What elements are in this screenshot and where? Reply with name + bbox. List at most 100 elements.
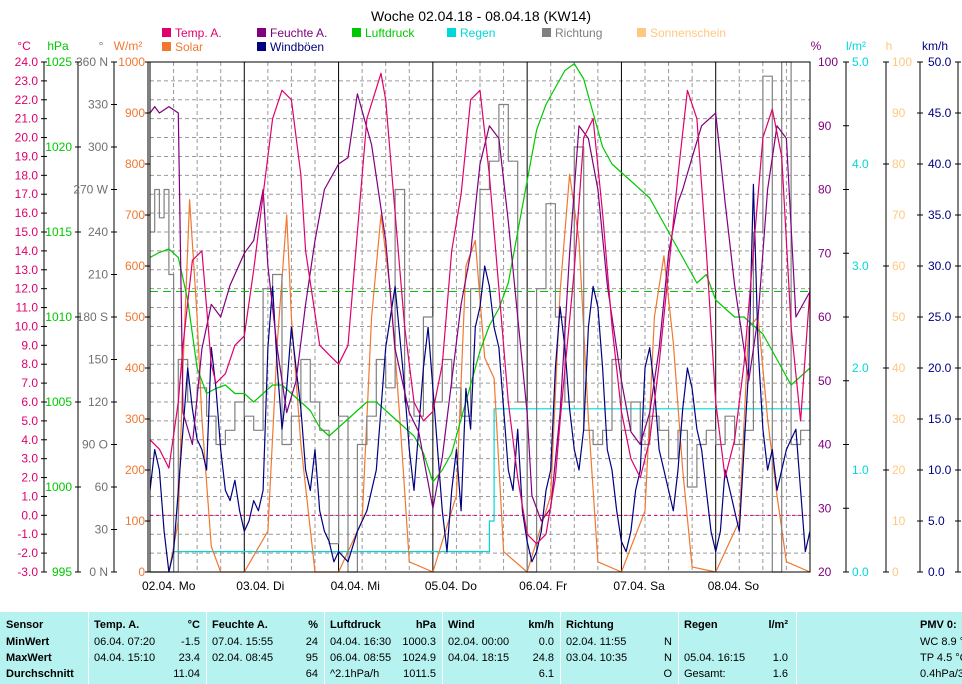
- axis-tick-label: 240: [88, 225, 108, 239]
- pmv-line-3: 0.4hPa/3: [920, 668, 962, 680]
- wind-avg-value: 6.1: [538, 668, 554, 680]
- axis-tick-label: 1010: [45, 310, 72, 324]
- rain-total-label: Gesamt:: [684, 668, 726, 680]
- axis-tick-label: 5.0: [21, 414, 38, 428]
- axis-tick-label: 1020: [45, 140, 72, 154]
- axis-tick-label: 100: [125, 514, 145, 528]
- axis-tick-label: 1000: [118, 55, 145, 69]
- axis-tick-label: 40: [892, 361, 906, 375]
- header-pressure-unit: hPa: [415, 619, 436, 631]
- series-line-richtung: [150, 61, 811, 573]
- axis-tick-label: 0.0: [928, 565, 945, 579]
- header-temp: Temp. A.: [94, 619, 140, 631]
- axis-tick-label: 70: [818, 246, 832, 260]
- column-divider: [796, 612, 797, 684]
- pressure-trend: ^2.1hPa/h: [330, 668, 380, 680]
- humidity-min-value: 24: [305, 636, 318, 648]
- temp-max-value: 23.4: [178, 652, 200, 664]
- legend-label: Feuchte A.: [270, 26, 327, 40]
- header-wind: Wind: [448, 619, 475, 631]
- axis-tick-label: 30: [818, 501, 832, 515]
- axis-tick-label: 1015: [45, 225, 72, 239]
- axis-tick-label: 60: [95, 480, 109, 494]
- axis-tick-label: 1000: [45, 480, 72, 494]
- axis-tick-label: 2.0: [852, 361, 869, 375]
- axis-tick-label: 4.0: [21, 433, 38, 447]
- axis-tick-label: 1.0: [21, 489, 38, 503]
- direction-min-value: N: [664, 636, 672, 648]
- header-direction: Richtung: [566, 619, 614, 631]
- axis-tick-label: -3.0: [17, 565, 38, 579]
- axis-tick-label: 5.0: [928, 514, 945, 528]
- plot-frame: [149, 61, 811, 573]
- pressure-min-time: 04.04. 16:30: [330, 636, 392, 648]
- header-rain: Regen: [684, 619, 718, 631]
- series-line-luftdruck: [149, 63, 811, 483]
- header-humidity-unit: %: [308, 619, 318, 631]
- axis-tick-label: 600: [125, 259, 145, 273]
- axis-unit: °: [99, 39, 104, 53]
- axis-tick-label: 0.0: [852, 565, 869, 579]
- column-divider: [324, 612, 325, 684]
- series-line-feuchte-a: [149, 93, 811, 522]
- axis-tick-label: 0: [892, 565, 899, 579]
- legend-swatch: [637, 28, 646, 37]
- legend-swatch: [257, 42, 266, 51]
- axis-tick-label: 300: [88, 140, 108, 154]
- axis-unit: h: [886, 39, 893, 53]
- axis-tick-label: 11.0: [16, 301, 39, 315]
- header-pmv: PMV 0:: [920, 619, 957, 631]
- axis-tick-label: 90: [818, 119, 832, 133]
- rain-max-value: 1.0: [772, 652, 788, 664]
- axis-tick-label: 20: [818, 565, 832, 579]
- axis-tick-label: 210: [88, 268, 108, 282]
- axis-tick-label: 2.0: [21, 471, 38, 485]
- axis-tick-label: 35.0: [928, 208, 952, 222]
- temp-min-time: 06.04. 07:20: [94, 636, 156, 648]
- axis-tick-label: 1025: [45, 55, 72, 69]
- column-divider: [88, 612, 89, 684]
- axis-tick-label: 7.0: [21, 376, 38, 390]
- axis-tick-label: 10: [892, 514, 906, 528]
- axis-tick-label: 100: [892, 55, 912, 69]
- axis-tick-label: 40: [818, 438, 832, 452]
- legend-swatch: [162, 28, 171, 37]
- direction-avg-value: O: [663, 668, 672, 680]
- legend-swatch: [542, 28, 551, 37]
- chart-title: Woche 02.04.18 - 08.04.18 (KW14): [371, 8, 591, 24]
- axis-tick-label: 0 N: [89, 565, 108, 579]
- axis-tick-label: 90: [892, 106, 906, 120]
- axis-tick-label: 9.0: [21, 338, 38, 352]
- axis-tick-label: 25.0: [928, 310, 952, 324]
- axis-tick-label: 4.0: [852, 157, 869, 171]
- direction-max-value: N: [664, 652, 672, 664]
- axis-tick-label: 3.0: [852, 259, 869, 273]
- axis-tick-label: 3.0: [21, 452, 38, 466]
- legend-swatch: [352, 28, 361, 37]
- legend-swatch: [257, 28, 266, 37]
- axis-tick-label: 995: [52, 565, 72, 579]
- column-divider: [678, 612, 679, 684]
- header-pressure: Luftdruck: [330, 619, 381, 631]
- axis-tick-label: 23.0: [15, 74, 39, 88]
- axis-tick-label: 6.0: [21, 395, 38, 409]
- legend-label: Solar: [175, 40, 203, 54]
- axis-tick-label: 70: [892, 208, 906, 222]
- series-line-windb-en: [149, 183, 811, 573]
- summary-table: Sensor Temp. A. °C Feuchte A. % Luftdruc…: [0, 612, 962, 684]
- axis-tick-label: 50.0: [928, 55, 952, 69]
- legend-swatch: [447, 28, 456, 37]
- axis-tick-label: 10.0: [15, 319, 39, 333]
- pmv-line-1: WC 8.9 °: [920, 636, 962, 648]
- axis-tick-label: 20.0: [928, 361, 952, 375]
- header-humidity: Feuchte A.: [212, 619, 268, 631]
- rain-total-value: 1.6: [772, 668, 788, 680]
- x-tick-label: 08.04. So: [708, 579, 760, 593]
- axis-unit: km/h: [922, 39, 948, 53]
- pmv-line-2: TP 4.5 °C: [920, 652, 962, 664]
- header-sensor: Sensor: [6, 619, 44, 631]
- column-divider: [206, 612, 207, 684]
- weather-chart: Woche 02.04.18 - 08.04.18 (KW14) Temp. A…: [15, 8, 961, 593]
- x-tick-label: 04.04. Mi: [331, 579, 380, 593]
- rain-max-time: 05.04. 16:15: [684, 652, 746, 664]
